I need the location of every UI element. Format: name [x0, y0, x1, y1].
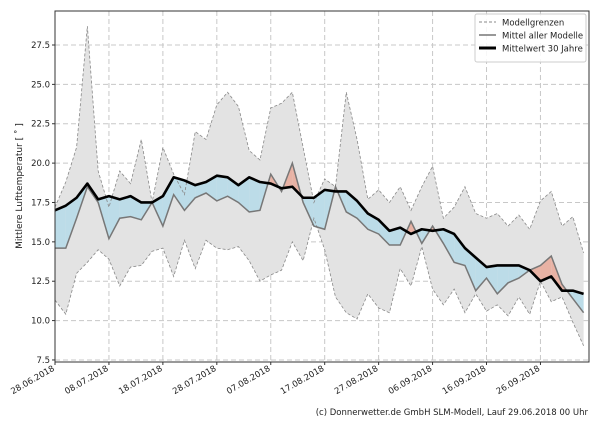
- below-mean-fill: [173, 177, 185, 211]
- below-mean-fill: [65, 197, 77, 249]
- below-mean-fill: [249, 177, 260, 212]
- model-upper-bound-line: [54, 26, 584, 253]
- y-tick-label: 20.0: [31, 159, 50, 169]
- x-axis: 28.06.2018 08.07.2018 18.07.2018 28.07.2018…: [9, 362, 542, 397]
- thirty-year-mean-line: [54, 174, 584, 296]
- x-tick-label: 07.08.2018: [225, 364, 272, 397]
- model-range-band: [55, 26, 584, 346]
- below-mean-fill: [216, 175, 228, 201]
- x-tick-label: 26.09.2018: [495, 364, 542, 397]
- below-mean-fill: [162, 177, 174, 227]
- y-tick-label: 7.5: [36, 356, 50, 366]
- y-tick-label: 17.5: [31, 198, 50, 208]
- below-mean-fill: [346, 191, 358, 219]
- y-tick-label: 22.5: [31, 120, 50, 130]
- x-tick-label: 16.09.2018: [441, 364, 488, 397]
- model-mean-line: [55, 160, 585, 314]
- y-tick-label: 27.5: [31, 41, 50, 51]
- y-tick-label: 15.0: [31, 238, 50, 248]
- below-mean-fill: [518, 265, 530, 279]
- below-mean-fill: [119, 196, 131, 219]
- below-mean-fill: [108, 196, 120, 239]
- model-lower-bound-line: [54, 216, 584, 346]
- footer-credit: (c) Donnerwetter.de GmbH SLM-Modell, Lau…: [316, 408, 589, 418]
- y-tick-label: 10.0: [31, 317, 50, 327]
- legend-label-model-mean: Mittel aller Modelle: [502, 32, 583, 42]
- y-tick-label: 25.0: [31, 80, 50, 90]
- below-mean-fill: [357, 200, 368, 230]
- below-mean-fill: [572, 290, 584, 313]
- series-lines: [54, 26, 585, 346]
- x-tick-label: 28.07.2018: [171, 364, 218, 397]
- x-tick-label: 08.07.2018: [63, 364, 110, 397]
- x-tick-label: 17.08.2018: [279, 364, 326, 397]
- model-range-area: [55, 26, 584, 346]
- legend: Modellgrenzen Mittel aller Modelle Mitte…: [474, 13, 587, 63]
- below-mean-fill: [389, 227, 401, 245]
- x-tick-label: 28.06.2018: [9, 364, 56, 397]
- below-mean-fill: [378, 219, 390, 245]
- above-mean-fill: [540, 256, 552, 282]
- y-axis-label: Mittlere Lufttemperatur [ ˚ ]: [14, 123, 25, 249]
- below-mean-fill: [497, 265, 509, 294]
- plot-frame: [54, 10, 590, 363]
- y-axis: 7.5 10.0 12.5 15.0 17.5 20.0 22.5 25.0 27.5: [31, 41, 55, 366]
- below-mean-fill: [313, 189, 325, 230]
- below-mean-fill: [443, 229, 455, 263]
- x-tick-label: 18.07.2018: [117, 364, 164, 397]
- legend-box: [474, 13, 587, 63]
- below-mean-fill: [486, 265, 498, 294]
- x-tick-label: 27.08.2018: [333, 364, 380, 397]
- y-tick-label: 12.5: [31, 277, 50, 287]
- below-mean-fill: [184, 180, 196, 211]
- legend-label-model-bounds: Modellgrenzen: [502, 19, 564, 29]
- below-mean-fill: [454, 233, 465, 266]
- below-mean-fill: [55, 205, 66, 249]
- legend-label-30yr-mean: Mittelwert 30 Jahre: [502, 45, 583, 55]
- below-mean-fill: [464, 248, 476, 291]
- x-tick-label: 06.09.2018: [387, 364, 434, 397]
- below-mean-fill: [238, 177, 250, 212]
